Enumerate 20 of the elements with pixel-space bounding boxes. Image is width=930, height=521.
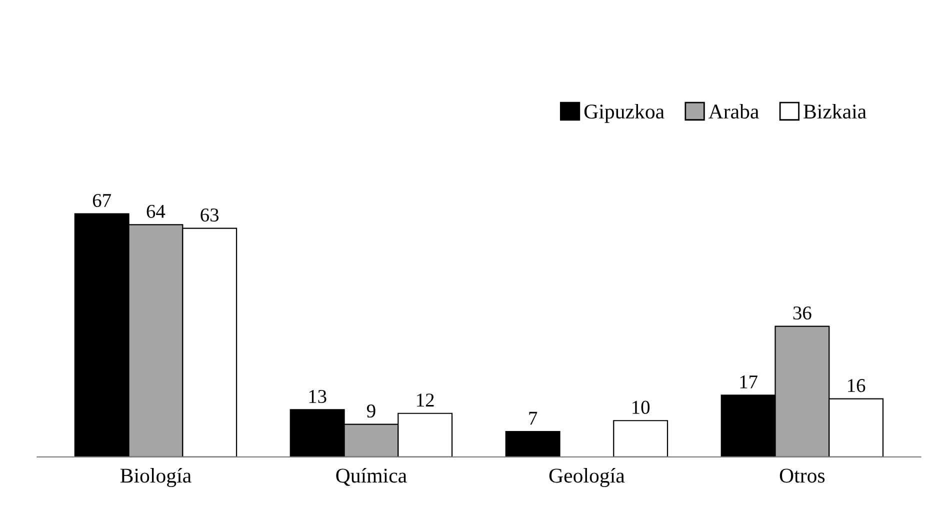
- data-label: 10: [632, 400, 650, 414]
- data-label: 64: [146, 204, 166, 218]
- data-label: 17: [740, 375, 758, 388]
- data-label: 36: [793, 306, 812, 320]
- x-tick-label: Otros: [780, 468, 825, 483]
- x-tick-label: Geología: [549, 468, 625, 488]
- legend-label: Araba: [708, 104, 759, 119]
- data-label: 13: [309, 390, 326, 404]
- x-tick-label: Biología: [120, 468, 192, 488]
- bar: [505, 430, 560, 457]
- data-label: 63: [200, 208, 219, 222]
- data-label: 16: [848, 379, 866, 392]
- data-label: 12: [417, 394, 434, 406]
- legend-label: Gipuzkoa: [584, 104, 664, 123]
- bar: [613, 420, 668, 457]
- data-label: 9: [366, 404, 376, 418]
- data-label: 7: [529, 412, 538, 425]
- data-label: 67: [92, 194, 112, 208]
- x-tick-label: Química: [336, 468, 407, 486]
- legend-label: Bizkaia: [804, 104, 866, 119]
